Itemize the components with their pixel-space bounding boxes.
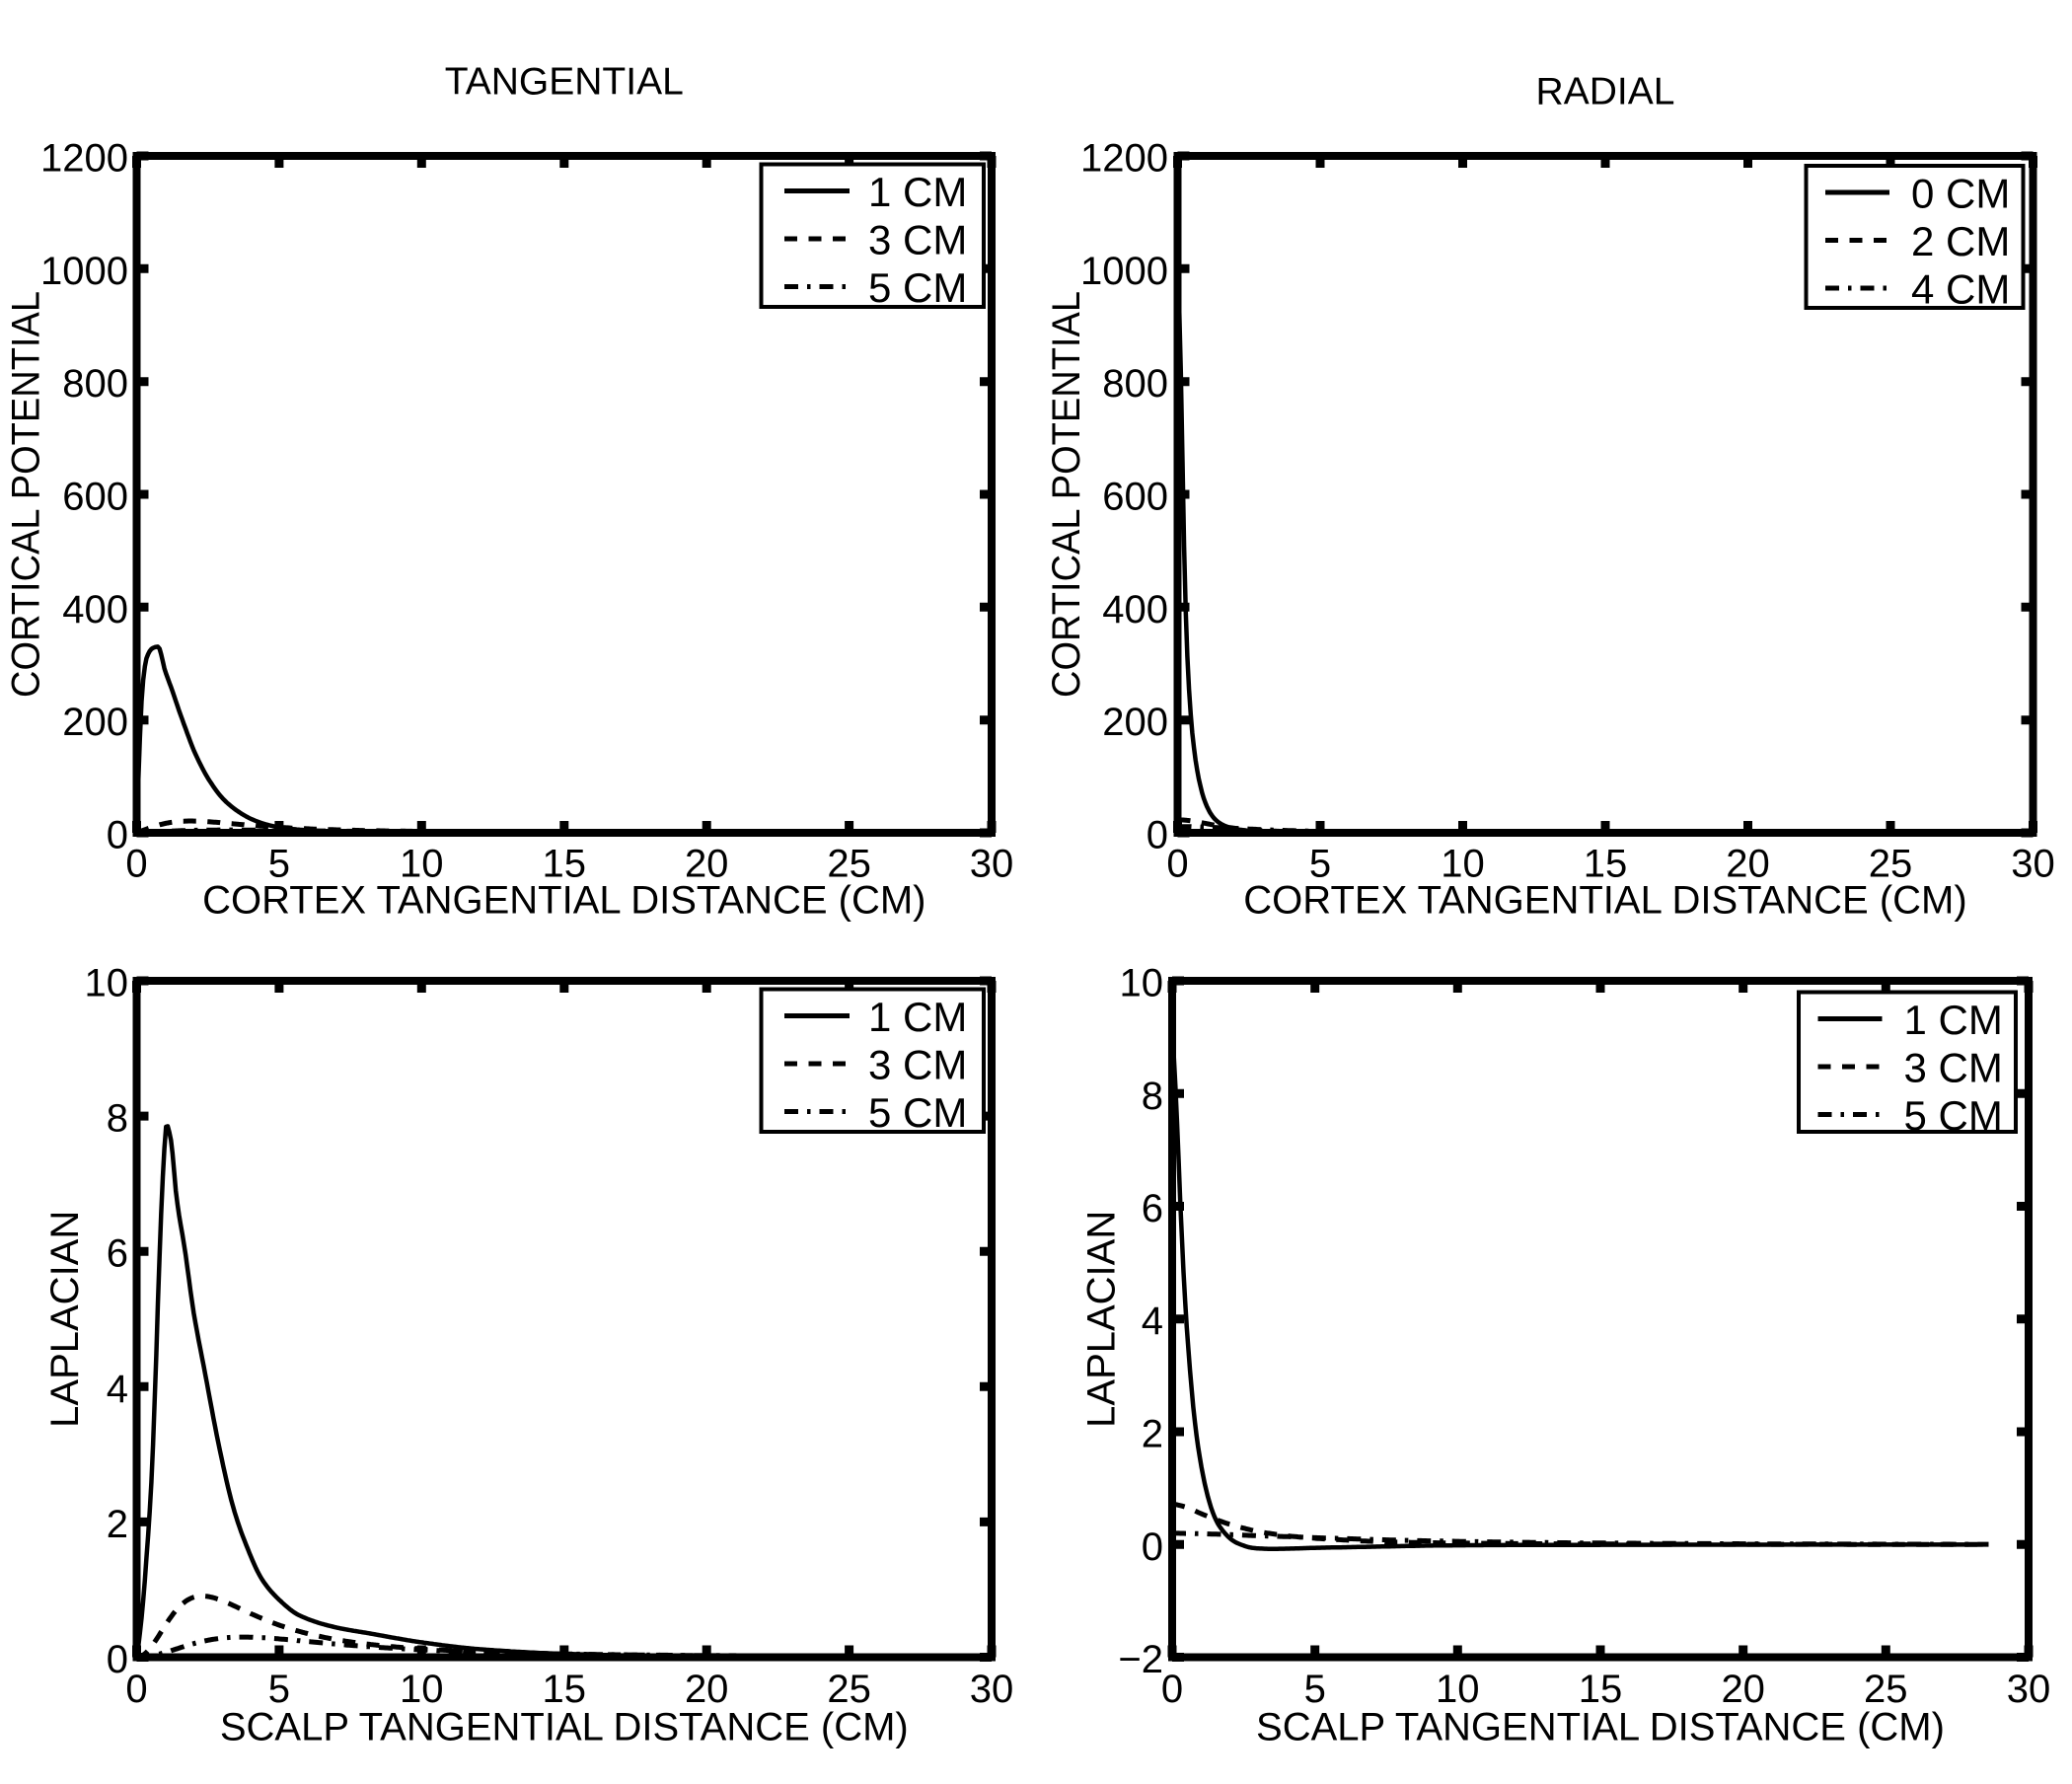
svg-text:15: 15 xyxy=(1579,1668,1623,1711)
svg-text:5 CM: 5 CM xyxy=(1904,1092,2003,1139)
svg-text:3 CM: 3 CM xyxy=(868,1042,967,1088)
svg-text:0 CM: 0 CM xyxy=(1911,171,2010,217)
svg-text:CORTEX TANGENTIAL DISTANCE (CM: CORTEX TANGENTIAL DISTANCE (CM) xyxy=(1243,879,1966,923)
svg-text:0: 0 xyxy=(1147,814,1168,857)
svg-text:25: 25 xyxy=(827,843,871,886)
svg-text:25: 25 xyxy=(1864,1668,1908,1711)
svg-text:600: 600 xyxy=(62,476,128,519)
svg-text:600: 600 xyxy=(1102,476,1168,519)
svg-text:30: 30 xyxy=(970,1668,1014,1711)
svg-text:20: 20 xyxy=(1721,1668,1765,1711)
svg-text:20: 20 xyxy=(685,1668,729,1711)
svg-text:15: 15 xyxy=(543,1668,587,1711)
svg-text:15: 15 xyxy=(543,843,587,886)
svg-text:30: 30 xyxy=(2011,843,2055,886)
svg-text:25: 25 xyxy=(827,1668,871,1711)
svg-text:CORTICAL POTENTIAL: CORTICAL POTENTIAL xyxy=(5,291,48,698)
svg-text:1200: 1200 xyxy=(1080,137,1168,181)
svg-text:0: 0 xyxy=(107,1638,128,1681)
svg-text:3 CM: 3 CM xyxy=(1904,1045,2003,1091)
svg-text:0: 0 xyxy=(1166,843,1188,886)
svg-text:5: 5 xyxy=(1304,1668,1326,1711)
svg-text:5 CM: 5 CM xyxy=(868,1089,967,1136)
svg-text:CORTICAL POTENTIAL: CORTICAL POTENTIAL xyxy=(1045,291,1088,698)
svg-text:0: 0 xyxy=(125,843,147,886)
svg-text:0: 0 xyxy=(1142,1525,1163,1569)
svg-text:30: 30 xyxy=(970,843,1014,886)
svg-text:5: 5 xyxy=(1309,843,1331,886)
svg-text:10: 10 xyxy=(85,962,129,1005)
svg-text:25: 25 xyxy=(1869,843,1913,886)
svg-text:10: 10 xyxy=(1441,843,1485,886)
svg-text:200: 200 xyxy=(1102,701,1168,744)
svg-text:1 CM: 1 CM xyxy=(1904,997,2003,1043)
svg-text:6: 6 xyxy=(107,1232,128,1276)
svg-text:400: 400 xyxy=(62,588,128,632)
svg-text:4 CM: 4 CM xyxy=(1911,266,2010,313)
svg-text:LAPLACIAN: LAPLACIAN xyxy=(1080,1211,1124,1428)
svg-text:SCALP TANGENTIAL DISTANCE (CM): SCALP TANGENTIAL DISTANCE (CM) xyxy=(1256,1706,1945,1749)
svg-text:LAPLACIAN: LAPLACIAN xyxy=(43,1211,87,1428)
svg-text:10: 10 xyxy=(400,843,444,886)
svg-text:8: 8 xyxy=(1142,1075,1163,1118)
svg-text:20: 20 xyxy=(685,843,729,886)
svg-text:800: 800 xyxy=(62,362,128,406)
svg-text:10: 10 xyxy=(400,1668,444,1711)
svg-text:2: 2 xyxy=(1142,1413,1163,1456)
svg-text:800: 800 xyxy=(1102,362,1168,406)
svg-text:SCALP TANGENTIAL DISTANCE (CM): SCALP TANGENTIAL DISTANCE (CM) xyxy=(220,1706,909,1749)
svg-text:3 CM: 3 CM xyxy=(868,217,967,263)
svg-text:10: 10 xyxy=(1120,962,1164,1005)
svg-text:TANGENTIAL: TANGENTIAL xyxy=(445,61,684,104)
svg-text:5 CM: 5 CM xyxy=(868,264,967,311)
svg-text:8: 8 xyxy=(107,1097,128,1141)
svg-text:200: 200 xyxy=(62,701,128,744)
svg-text:5: 5 xyxy=(268,843,290,886)
svg-text:10: 10 xyxy=(1436,1668,1480,1711)
svg-text:1200: 1200 xyxy=(40,137,128,181)
svg-text:4: 4 xyxy=(1142,1300,1163,1343)
svg-text:0: 0 xyxy=(107,814,128,857)
svg-text:15: 15 xyxy=(1584,843,1628,886)
svg-text:RADIAL: RADIAL xyxy=(1536,70,1675,112)
svg-text:20: 20 xyxy=(1726,843,1770,886)
svg-text:0: 0 xyxy=(1161,1668,1183,1711)
svg-text:−2: −2 xyxy=(1118,1638,1163,1681)
svg-text:1 CM: 1 CM xyxy=(868,994,967,1040)
svg-text:1000: 1000 xyxy=(1080,250,1168,293)
svg-text:5: 5 xyxy=(268,1668,290,1711)
svg-text:CORTEX TANGENTIAL DISTANCE (CM: CORTEX TANGENTIAL DISTANCE (CM) xyxy=(202,879,925,923)
svg-text:30: 30 xyxy=(2007,1668,2051,1711)
svg-text:400: 400 xyxy=(1102,588,1168,632)
svg-text:6: 6 xyxy=(1142,1187,1163,1230)
svg-text:4: 4 xyxy=(107,1368,128,1411)
svg-text:2 CM: 2 CM xyxy=(1911,218,2010,264)
svg-text:2: 2 xyxy=(107,1503,128,1546)
svg-text:1000: 1000 xyxy=(40,250,128,293)
svg-text:1 CM: 1 CM xyxy=(868,169,967,215)
svg-text:0: 0 xyxy=(125,1668,147,1711)
